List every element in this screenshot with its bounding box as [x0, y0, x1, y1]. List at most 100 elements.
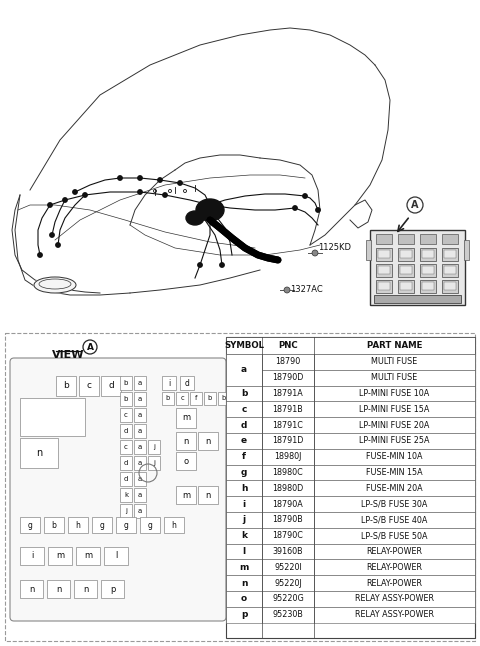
- Bar: [262, 559, 314, 575]
- Text: o: o: [183, 457, 189, 466]
- Text: PART NAME: PART NAME: [367, 341, 422, 350]
- Bar: [176, 392, 188, 405]
- Bar: [226, 481, 262, 496]
- Bar: [226, 512, 262, 528]
- Text: m: m: [182, 413, 190, 422]
- Text: f: f: [242, 452, 246, 461]
- Text: l: l: [115, 552, 117, 561]
- Text: a: a: [138, 476, 142, 482]
- Text: RELAY-POWER: RELAY-POWER: [367, 579, 422, 588]
- Text: 18791C: 18791C: [273, 421, 303, 430]
- Text: j: j: [242, 516, 246, 525]
- Text: c: c: [86, 382, 92, 390]
- Text: n: n: [36, 448, 42, 458]
- Bar: [226, 337, 475, 638]
- Bar: [444, 250, 456, 258]
- Text: 95230B: 95230B: [273, 610, 303, 620]
- Bar: [422, 282, 434, 290]
- Bar: [262, 354, 314, 370]
- Ellipse shape: [34, 277, 76, 293]
- Text: 39160B: 39160B: [273, 547, 303, 556]
- Text: A: A: [411, 200, 419, 210]
- Bar: [314, 512, 475, 528]
- Bar: [148, 456, 160, 470]
- Bar: [262, 591, 314, 607]
- Text: j: j: [153, 444, 155, 450]
- Text: c: c: [241, 405, 247, 414]
- Bar: [148, 440, 160, 454]
- Text: LP-S/B FUSE 30A: LP-S/B FUSE 30A: [361, 499, 428, 508]
- Bar: [398, 280, 414, 293]
- Text: RELAY ASSY-POWER: RELAY ASSY-POWER: [355, 610, 434, 620]
- Text: h: h: [241, 484, 247, 493]
- Text: p: p: [110, 585, 115, 594]
- Text: m: m: [240, 563, 249, 572]
- Text: b: b: [63, 382, 69, 390]
- Ellipse shape: [186, 211, 204, 225]
- Text: n: n: [56, 585, 61, 594]
- Text: j: j: [153, 460, 155, 466]
- Bar: [262, 417, 314, 433]
- Text: a: a: [138, 460, 142, 466]
- Bar: [74, 580, 97, 598]
- Text: h: h: [171, 521, 177, 530]
- Circle shape: [284, 287, 290, 293]
- Text: c: c: [124, 444, 128, 450]
- Bar: [442, 264, 458, 277]
- Text: A: A: [86, 342, 94, 351]
- Circle shape: [83, 193, 87, 197]
- Circle shape: [303, 194, 307, 198]
- Circle shape: [316, 208, 320, 212]
- Bar: [164, 517, 184, 533]
- Bar: [226, 464, 262, 481]
- Bar: [376, 248, 392, 261]
- Circle shape: [48, 203, 52, 207]
- Bar: [444, 282, 456, 290]
- Text: i: i: [31, 552, 33, 561]
- Circle shape: [158, 178, 162, 182]
- Text: a: a: [138, 492, 142, 498]
- Text: m: m: [84, 552, 92, 561]
- Text: 95220G: 95220G: [272, 594, 304, 603]
- Bar: [92, 517, 112, 533]
- Bar: [314, 386, 475, 401]
- Circle shape: [73, 190, 77, 194]
- Bar: [56, 376, 76, 396]
- Text: i: i: [242, 499, 246, 508]
- Text: g: g: [147, 521, 153, 530]
- Bar: [314, 449, 475, 464]
- Circle shape: [50, 233, 54, 237]
- Bar: [422, 266, 434, 274]
- Text: a: a: [241, 365, 247, 374]
- Bar: [262, 401, 314, 417]
- Circle shape: [118, 176, 122, 180]
- FancyBboxPatch shape: [10, 358, 226, 621]
- Bar: [314, 575, 475, 591]
- Text: b: b: [208, 395, 212, 402]
- Text: n: n: [183, 437, 189, 446]
- Circle shape: [38, 253, 42, 257]
- Bar: [420, 264, 436, 277]
- Text: LP-S/B FUSE 40A: LP-S/B FUSE 40A: [361, 516, 428, 525]
- Text: n: n: [205, 437, 211, 446]
- Text: FUSE-MIN 10A: FUSE-MIN 10A: [366, 452, 423, 461]
- Bar: [134, 408, 146, 422]
- Bar: [226, 337, 475, 354]
- Bar: [226, 591, 262, 607]
- Bar: [262, 496, 314, 512]
- Text: d: d: [185, 379, 190, 388]
- Text: 18980C: 18980C: [273, 468, 303, 477]
- Bar: [120, 424, 132, 438]
- Bar: [120, 504, 132, 518]
- Bar: [226, 401, 262, 417]
- Text: n: n: [205, 490, 211, 499]
- Text: LP-S/B FUSE 50A: LP-S/B FUSE 50A: [361, 531, 428, 540]
- Bar: [79, 376, 99, 396]
- Bar: [376, 264, 392, 277]
- Text: 18790A: 18790A: [273, 499, 303, 508]
- Bar: [398, 234, 414, 244]
- Text: n: n: [241, 579, 247, 588]
- Text: h: h: [75, 521, 81, 530]
- Bar: [314, 591, 475, 607]
- Bar: [366, 240, 371, 260]
